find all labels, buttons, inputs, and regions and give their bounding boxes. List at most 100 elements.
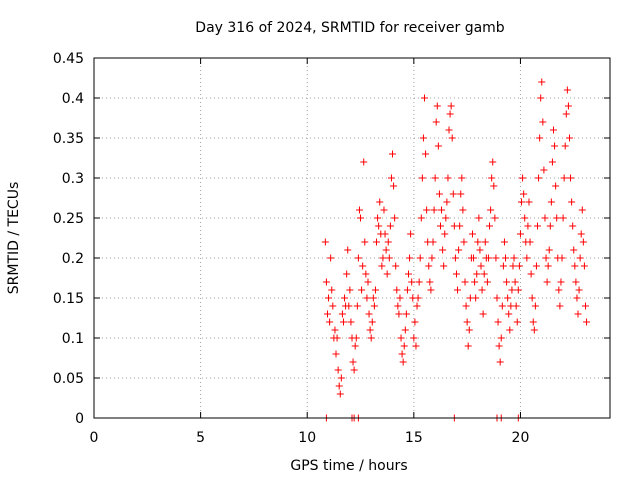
axis-ticks: 0 5 10 15 20 0 0.05 0.1 0.15 0.2 0.25 0.3 0.35 0.4 0.4… <box>53 51 610 446</box>
data-point <box>429 238 437 246</box>
data-point <box>502 254 510 262</box>
data-point <box>549 126 557 134</box>
data-point <box>470 254 478 262</box>
data-point <box>520 190 528 198</box>
data-point <box>394 302 402 310</box>
data-point <box>565 134 573 142</box>
data-point <box>457 190 465 198</box>
data-point <box>561 142 569 150</box>
data-point <box>375 222 383 230</box>
data-point <box>572 278 580 286</box>
data-point <box>468 230 476 238</box>
data-point <box>528 294 536 302</box>
data-point <box>525 198 533 206</box>
data-point <box>524 222 532 230</box>
data-point <box>354 254 362 262</box>
data-point <box>352 334 360 342</box>
data-point <box>422 150 430 158</box>
x-axis-label: GPS time / hours <box>290 458 407 474</box>
data-point <box>509 262 517 270</box>
chart-title: Day 316 of 2024, SRMTID for receiver gam… <box>195 20 505 36</box>
data-point <box>480 270 488 278</box>
data-point <box>406 254 414 262</box>
data-point <box>487 206 495 214</box>
data-point <box>397 334 405 342</box>
x-tick-label: 0 <box>90 430 99 446</box>
grid-lines <box>94 58 610 418</box>
data-point <box>497 334 505 342</box>
data-point <box>418 174 426 182</box>
data-point <box>580 262 588 270</box>
data-point <box>399 358 407 366</box>
data-point <box>556 302 564 310</box>
data-point <box>583 318 591 326</box>
data-point <box>479 310 487 318</box>
data-point <box>445 126 453 134</box>
data-point <box>347 318 355 326</box>
data-point <box>475 214 483 222</box>
data-point <box>569 222 577 230</box>
data-point <box>367 334 375 342</box>
data-point <box>346 286 354 294</box>
data-point <box>326 318 334 326</box>
data-point <box>476 246 484 254</box>
data-point <box>545 246 553 254</box>
data-point <box>495 342 503 350</box>
data-point <box>512 302 520 310</box>
x-tick-label: 10 <box>298 430 316 446</box>
data-point <box>564 102 572 110</box>
data-point <box>440 262 448 270</box>
data-point <box>353 302 361 310</box>
data-point <box>439 246 447 254</box>
data-point <box>541 214 549 222</box>
data-point <box>436 222 444 230</box>
data-point <box>389 150 397 158</box>
data-point <box>420 94 428 102</box>
data-point <box>567 174 575 182</box>
data-point <box>343 270 351 278</box>
data-point <box>327 254 335 262</box>
data-point <box>546 222 554 230</box>
data-point <box>491 214 499 222</box>
data-point <box>402 310 410 318</box>
data-point <box>411 318 419 326</box>
data-point <box>508 286 516 294</box>
data-point <box>494 318 502 326</box>
data-point <box>503 278 511 286</box>
data-point <box>540 166 548 174</box>
data-point <box>419 134 427 142</box>
data-point <box>558 254 566 262</box>
data-point <box>364 278 372 286</box>
data-point <box>395 310 403 318</box>
data-point <box>460 238 468 246</box>
data-point <box>362 270 370 278</box>
data-point <box>408 278 416 286</box>
data-point <box>506 326 514 334</box>
data-point <box>435 190 443 198</box>
data-point <box>368 318 376 326</box>
data-point <box>526 238 534 246</box>
data-point <box>488 174 496 182</box>
data-point <box>577 230 585 238</box>
data-point <box>412 342 420 350</box>
data-point <box>474 238 482 246</box>
data-point <box>325 294 333 302</box>
data-point <box>563 86 571 94</box>
data-point <box>442 214 450 222</box>
data-point <box>451 254 459 262</box>
data-point <box>398 350 406 358</box>
data-point <box>516 230 524 238</box>
data-point <box>383 270 391 278</box>
data-point <box>547 198 555 206</box>
data-point <box>537 94 545 102</box>
y-tick-label: 0.1 <box>62 331 84 347</box>
data-point <box>458 174 466 182</box>
data-point <box>504 294 512 302</box>
data-point <box>376 198 384 206</box>
data-point <box>443 198 451 206</box>
data-point <box>560 174 568 182</box>
data-point <box>393 286 401 294</box>
data-point <box>493 294 501 302</box>
data-point <box>350 366 358 374</box>
